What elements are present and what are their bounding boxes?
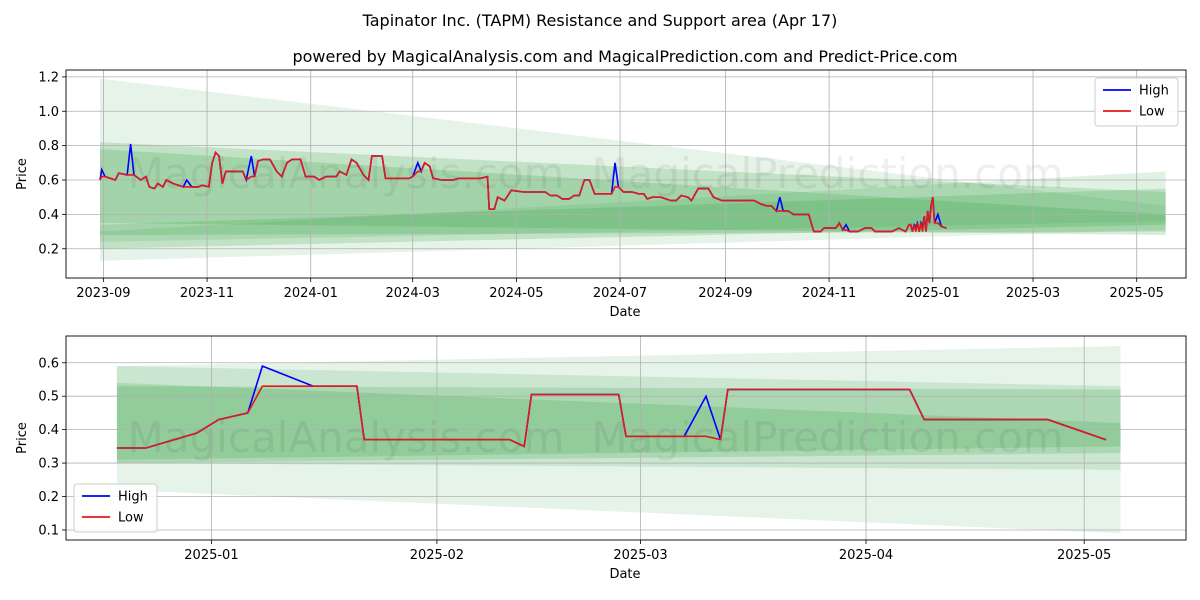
x-tick-label: 2025-03 <box>1006 286 1060 301</box>
legend-high-label: High <box>118 490 148 505</box>
support-resistance-band <box>116 366 1121 470</box>
x-tick-label: 2025-02 <box>410 548 464 563</box>
y-tick-label: 0.6 <box>38 356 59 371</box>
watermark-text: MagicalAnalysis.com <box>128 149 565 198</box>
y-tick-label: 1.0 <box>38 105 59 120</box>
chart-title: Tapinator Inc. (TAPM) Resistance and Sup… <box>362 11 838 30</box>
series-layer <box>116 365 1107 449</box>
x-tick-label: 2025-04 <box>839 548 893 563</box>
support-resistance-band <box>116 346 1121 534</box>
x-tick-label: 2025-05 <box>1110 286 1164 301</box>
y-tick-label: 0.8 <box>38 139 59 154</box>
x-tick-label: 2024-01 <box>284 286 338 301</box>
legend-high-label: High <box>1139 84 1169 99</box>
low-series-line <box>116 385 1107 449</box>
watermark-text: MagicalPrediction.com <box>591 149 1064 198</box>
low-series-line <box>99 150 947 233</box>
y-tick-label: 0.4 <box>38 208 59 223</box>
support-resistance-band <box>99 171 1166 242</box>
x-tick-label: 2025-03 <box>613 548 667 563</box>
x-tick-label: 2024-07 <box>593 286 647 301</box>
support-resistance-band <box>99 188 1166 236</box>
watermark-text: MagicalAnalysis.com <box>128 413 565 462</box>
y-tick-label: 0.4 <box>38 423 59 438</box>
y-tick-label: 0.2 <box>38 242 59 257</box>
x-tick-label: 2023-09 <box>76 286 130 301</box>
x-tick-label: 2024-03 <box>386 286 440 301</box>
bottom-panel: 2025-01 2025-02 2025-03 2025-04 2025-05 0.1 0.… <box>15 335 1187 582</box>
y-axis-label: Price <box>15 422 30 454</box>
legend-low-label: Low <box>1139 105 1165 120</box>
x-tick-label: 2024-05 <box>489 286 543 301</box>
y-tick-label: 0.2 <box>38 490 59 505</box>
plot-frame <box>65 69 1187 279</box>
legend-low-label: Low <box>118 511 144 526</box>
x-axis-label: Date <box>609 305 640 320</box>
y-tick-label: 0.3 <box>38 457 59 472</box>
support-resistance-band <box>99 78 1166 261</box>
plot-frame <box>65 335 1187 541</box>
watermark-text: MagicalPrediction.com <box>591 413 1064 462</box>
y-tick-label: 0.1 <box>38 523 59 538</box>
x-tick-label: 2024-09 <box>698 286 752 301</box>
series-layer <box>99 143 947 233</box>
support-resistance-band <box>116 386 1121 460</box>
x-tick-label: 2025-05 <box>1057 548 1111 563</box>
x-tick-label: 2024-11 <box>802 286 856 301</box>
x-axis-label: Date <box>609 567 640 582</box>
legend: High Low <box>73 483 158 533</box>
support-resistance-band <box>99 142 1166 249</box>
top-panel: 2023-09 2023-11 2024-01 2024-03 2024-05 2024-… <box>15 69 1187 320</box>
y-tick-label: 0.5 <box>38 390 59 405</box>
x-tick-label: 2025-01 <box>906 286 960 301</box>
x-tick-label: 2023-11 <box>180 286 234 301</box>
x-tick-label: 2025-01 <box>184 548 238 563</box>
y-tick-label: 1.2 <box>38 70 59 85</box>
y-tick-label: 0.6 <box>38 174 59 189</box>
legend: High Low <box>1094 77 1179 127</box>
support-resistance-band <box>116 382 1121 464</box>
band-layer <box>99 78 1166 261</box>
band-layer <box>116 346 1121 534</box>
y-axis-label: Price <box>15 158 30 190</box>
chart-subtitle: powered by MagicalAnalysis.com and Magic… <box>292 47 957 66</box>
